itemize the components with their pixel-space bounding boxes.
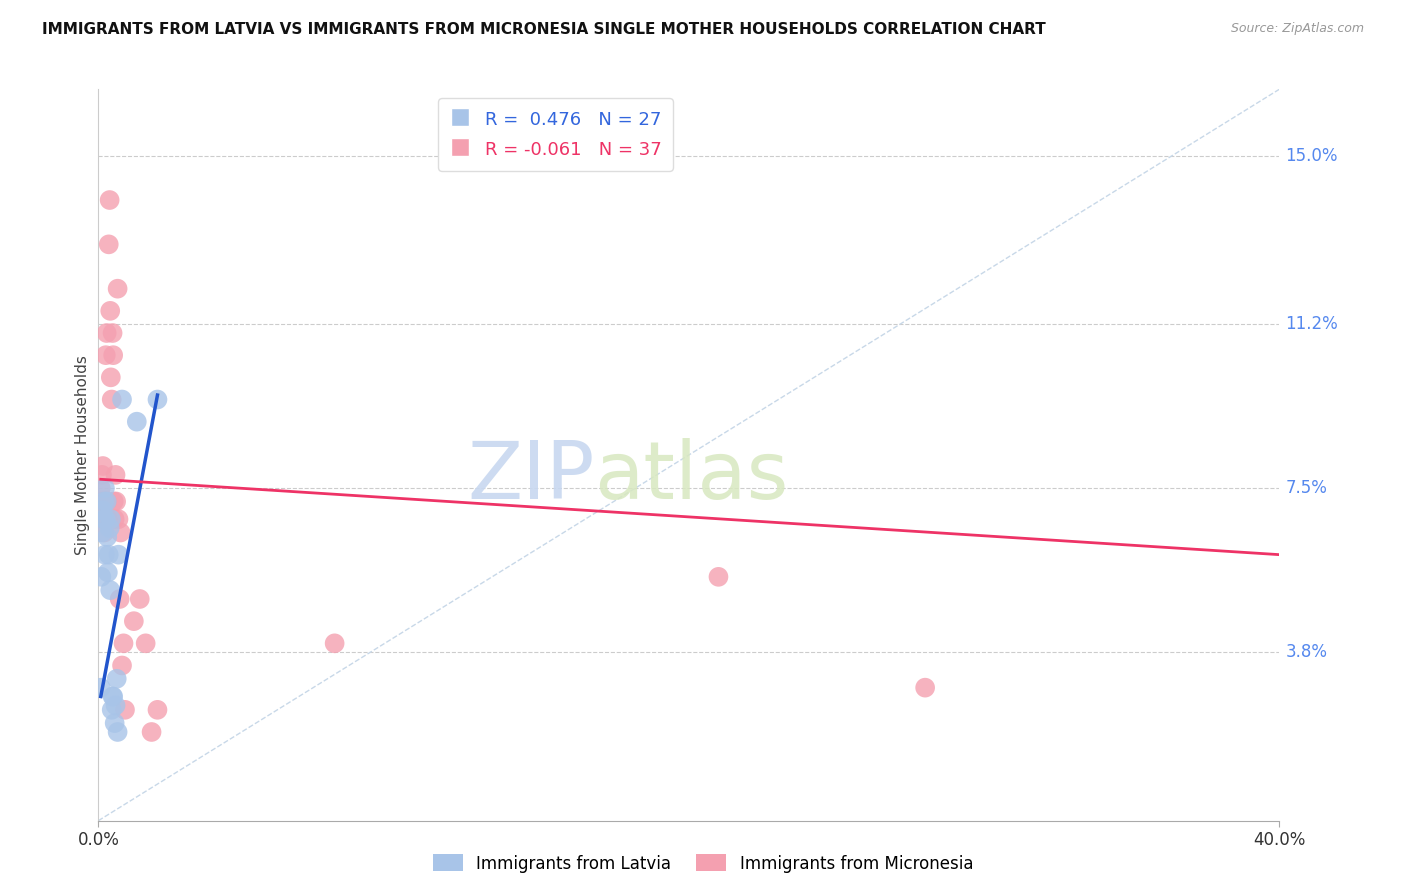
Point	[93, 512, 115, 526]
Point	[146, 703, 169, 717]
Point	[146, 392, 169, 407]
Legend: R =  0.476   N = 27, R = -0.061   N = 37: R = 0.476 N = 27, R = -0.061 N = 37	[439, 98, 672, 170]
Text: ZIP: ZIP	[467, 438, 595, 516]
Point	[96, 326, 118, 340]
Point	[94, 494, 117, 508]
Point	[97, 566, 120, 580]
Point	[98, 521, 121, 535]
Point	[93, 512, 115, 526]
Point	[93, 525, 115, 540]
Point	[104, 716, 127, 731]
Point	[100, 370, 122, 384]
Text: 11.2%: 11.2%	[1285, 315, 1339, 333]
Point	[94, 481, 117, 495]
Point	[111, 392, 134, 407]
Point	[107, 725, 129, 739]
Point	[107, 282, 129, 296]
Point	[707, 570, 730, 584]
Point	[91, 525, 114, 540]
Point	[94, 548, 117, 562]
Point	[90, 481, 112, 495]
Point	[323, 636, 346, 650]
Point	[101, 326, 124, 340]
Text: Source: ZipAtlas.com: Source: ZipAtlas.com	[1230, 22, 1364, 36]
Point	[103, 348, 125, 362]
Point	[90, 681, 112, 695]
Point	[103, 494, 125, 508]
Point	[100, 703, 122, 717]
Point	[128, 592, 150, 607]
Point	[97, 237, 120, 252]
Point	[135, 636, 157, 650]
Point	[105, 494, 128, 508]
Point	[103, 690, 125, 704]
Point	[101, 690, 124, 704]
Point	[107, 548, 129, 562]
Text: IMMIGRANTS FROM LATVIA VS IMMIGRANTS FROM MICRONESIA SINGLE MOTHER HOUSEHOLDS CO: IMMIGRANTS FROM LATVIA VS IMMIGRANTS FRO…	[42, 22, 1046, 37]
Point	[107, 512, 129, 526]
Point	[110, 525, 132, 540]
Point	[141, 725, 163, 739]
Point	[114, 703, 136, 717]
Point	[125, 415, 148, 429]
Point	[105, 672, 128, 686]
Point	[112, 636, 135, 650]
Point	[97, 512, 120, 526]
Point	[111, 658, 134, 673]
Point	[91, 467, 114, 482]
Point	[98, 583, 121, 598]
Text: 15.0%: 15.0%	[1285, 146, 1339, 165]
Legend: Immigrants from Latvia, Immigrants from Micronesia: Immigrants from Latvia, Immigrants from …	[426, 847, 980, 880]
Point	[91, 458, 114, 473]
Point	[96, 494, 118, 508]
Point	[122, 614, 145, 628]
Point	[104, 512, 127, 526]
Point	[97, 548, 120, 562]
Point	[104, 698, 127, 713]
Point	[90, 494, 112, 508]
Point	[914, 681, 936, 695]
Point	[90, 570, 112, 584]
Point	[94, 348, 117, 362]
Point	[96, 494, 118, 508]
Point	[91, 503, 114, 517]
Point	[96, 530, 118, 544]
Text: 7.5%: 7.5%	[1285, 479, 1327, 497]
Point	[94, 512, 117, 526]
Point	[98, 303, 121, 318]
Text: 3.8%: 3.8%	[1285, 643, 1327, 661]
Point	[93, 494, 115, 508]
Point	[100, 392, 122, 407]
Y-axis label: Single Mother Households: Single Mother Households	[75, 355, 90, 555]
Text: atlas: atlas	[595, 438, 789, 516]
Point	[104, 467, 127, 482]
Point	[108, 592, 131, 607]
Point	[100, 512, 122, 526]
Point	[98, 193, 121, 207]
